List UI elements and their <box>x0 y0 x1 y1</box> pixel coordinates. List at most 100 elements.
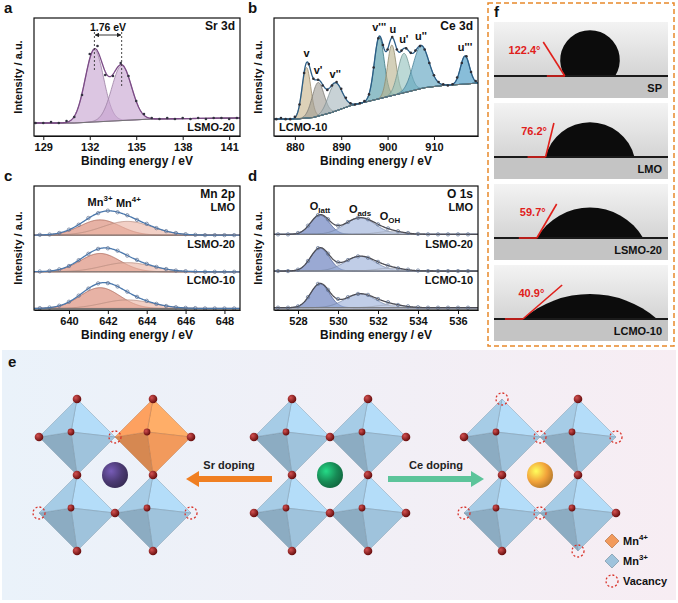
data-point <box>77 223 80 226</box>
peak-label: u''' <box>458 41 473 53</box>
data-point <box>96 211 99 214</box>
panel: LMOLSMO-20LCMO-10Binding energy / eVInte… <box>4 167 241 342</box>
vacancy <box>534 431 546 443</box>
superscript: 4+ <box>639 533 648 542</box>
data-point <box>87 252 90 255</box>
octahedron-facet <box>464 399 502 437</box>
oxygen-atom <box>283 505 290 512</box>
data-point <box>213 270 216 273</box>
x-tick-mark <box>229 136 230 140</box>
octahedron-facet <box>254 432 292 475</box>
data-point <box>145 222 148 225</box>
superscript: 4+ <box>132 195 141 204</box>
oxygen-atom <box>288 395 297 404</box>
panel-letter: f <box>494 3 500 20</box>
data-point <box>194 270 197 273</box>
data-point <box>419 45 422 48</box>
data-point <box>126 290 129 293</box>
data-point <box>391 36 394 39</box>
x-tick-label: 536 <box>449 315 467 327</box>
series-label: LSMO-20 <box>187 121 235 133</box>
data-point <box>119 62 122 65</box>
data-point <box>58 231 61 234</box>
octahedron-facet <box>572 475 616 513</box>
octahedron-facet <box>71 508 115 551</box>
data-point <box>366 256 369 259</box>
subscript: ads <box>357 209 371 218</box>
contact-angle-image: 76.2°LMO <box>494 103 668 179</box>
panel-letter: a <box>4 0 13 16</box>
peak-label: v <box>303 47 310 59</box>
x-tick: 880 <box>286 136 304 153</box>
data-point <box>174 231 177 234</box>
data-point <box>372 66 375 69</box>
data-point <box>326 252 329 255</box>
data-point <box>433 74 436 77</box>
data-point <box>164 229 167 232</box>
angle-label: 40.9° <box>518 287 544 299</box>
contact-angle-image: 59.7° LSMO-20 <box>494 184 668 260</box>
x-tick: 530 <box>329 310 347 327</box>
x-tick-mark <box>224 310 225 314</box>
data-point <box>456 76 459 79</box>
data-point <box>331 84 334 87</box>
plot-frame <box>274 18 478 136</box>
angle-label: 59.7° <box>520 206 546 218</box>
x-tick-mark <box>341 136 342 140</box>
data-point <box>112 75 115 78</box>
data-point <box>442 83 445 86</box>
labels: LCMO-10Binding energy / eVIntensity / a.… <box>248 0 473 168</box>
data-point <box>466 233 469 236</box>
data-point <box>67 228 70 231</box>
panel: LCMO-10Binding energy / eVIntensity / a.… <box>248 0 479 168</box>
a-site-cation <box>527 462 553 488</box>
sample-name: LSMO-20 <box>614 244 662 256</box>
data-point <box>406 268 409 271</box>
substrate-line <box>494 156 668 158</box>
droplet <box>560 30 620 76</box>
oxygen-atom <box>149 395 158 404</box>
data-point <box>116 285 119 288</box>
data-point <box>416 232 419 235</box>
annotation-arrow <box>95 35 120 36</box>
oxygen-atom <box>73 547 82 556</box>
perovskite-structure <box>458 393 622 557</box>
oxygen-atom <box>569 429 576 436</box>
text-part: Mn <box>116 197 132 209</box>
x-tick-mark <box>434 136 435 140</box>
data-point <box>174 306 177 309</box>
arrow-label: Ce doping <box>409 459 463 471</box>
oxygen-atom <box>574 395 583 404</box>
data-point <box>456 306 459 309</box>
oxygen-atom <box>35 433 44 442</box>
x-tick-mark <box>147 310 148 314</box>
oxygen-atom <box>149 471 158 480</box>
plot-frame <box>34 18 240 136</box>
data-point <box>346 295 349 298</box>
x-tick-label: 129 <box>35 141 53 153</box>
octahedron-facet <box>286 399 330 437</box>
data-point <box>466 306 469 309</box>
data-point <box>135 100 138 103</box>
vacancy <box>496 393 508 405</box>
fit-component <box>274 37 478 119</box>
x-tick: 135 <box>128 136 146 153</box>
x-axis-line <box>35 310 241 311</box>
x-tick-mark <box>43 136 44 140</box>
data-point <box>460 62 463 65</box>
oxygen-atom <box>288 547 297 556</box>
x-tick: 900 <box>379 136 397 153</box>
fit-component <box>34 253 240 271</box>
data-point <box>276 269 279 272</box>
data-point <box>116 249 119 252</box>
schematic: eSr dopingCe dopingMn4+Mn3+Vacancy <box>2 350 676 600</box>
x-tick: 640 <box>60 310 78 327</box>
x-axis-title: Binding energy / eV <box>320 154 432 168</box>
data-point <box>436 306 439 309</box>
data-point <box>197 117 200 120</box>
subscript: latt <box>318 206 330 215</box>
data-point <box>116 211 119 214</box>
x-tick-label: 528 <box>289 315 307 327</box>
x-tick-mark <box>69 310 70 314</box>
data-point <box>106 281 109 284</box>
